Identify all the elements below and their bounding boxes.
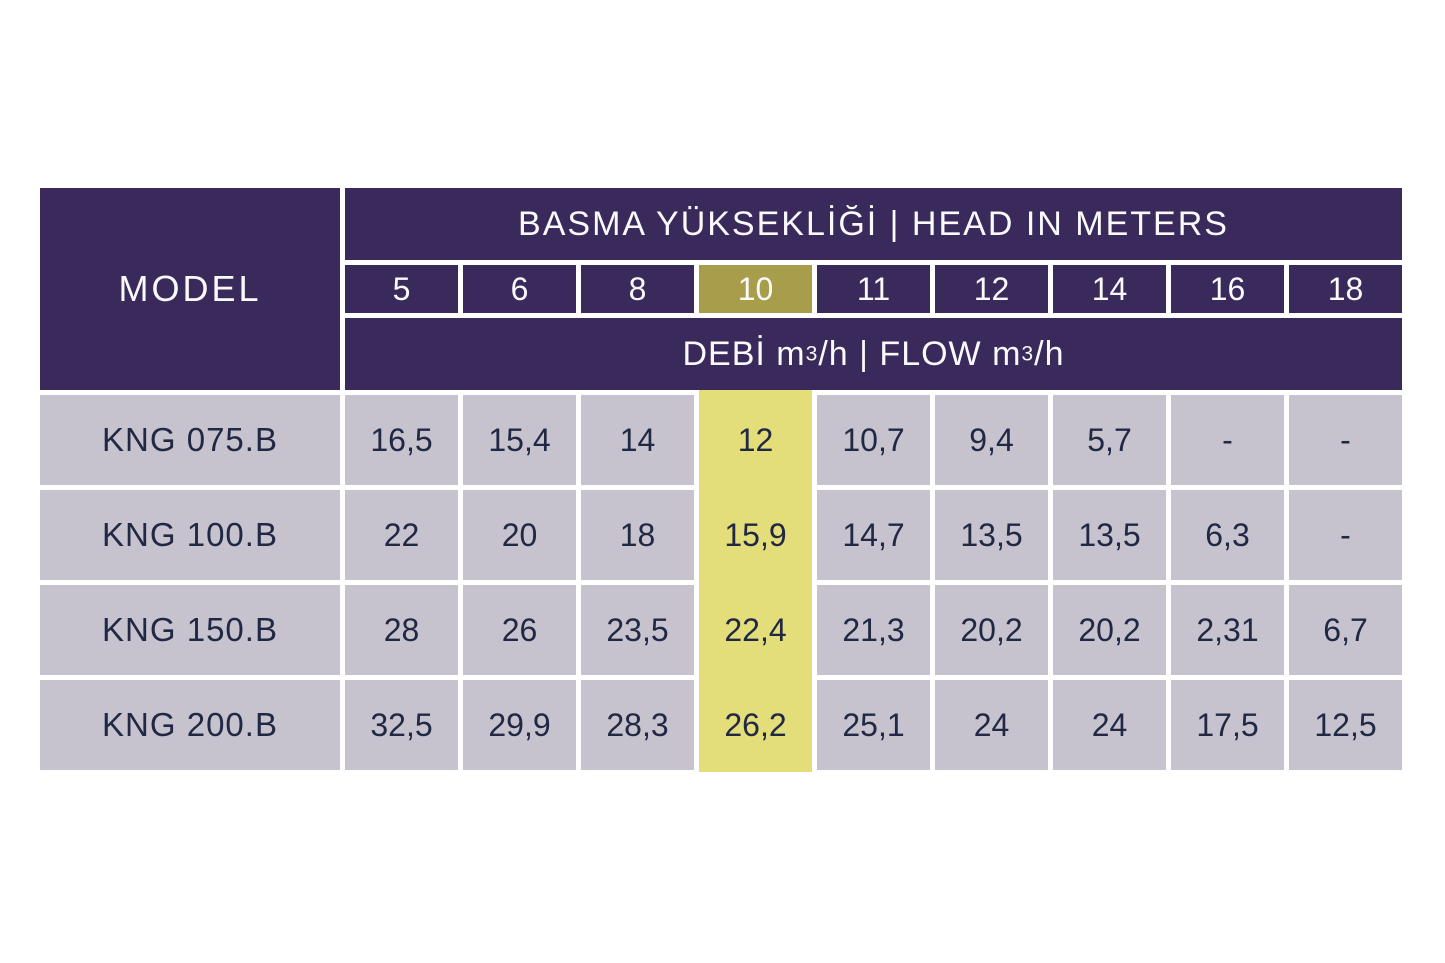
table-row: KNG 150.B 28 26 23,5 22,4 21,3 20,2 20,2 2,31 6,7: [40, 585, 1403, 675]
highlight-column-band: [699, 390, 812, 772]
value-cell: -: [1171, 395, 1284, 485]
value-cell: 21,3: [817, 585, 930, 675]
pump-spec-table: MODEL BASMA YÜKSEKLİĞİ | HEAD IN METERS …: [35, 183, 1407, 775]
value-cell: 26: [463, 585, 576, 675]
head-col-14: 14: [1053, 265, 1166, 313]
cubic-exponent: 3: [805, 341, 819, 365]
value-cell: 20: [463, 490, 576, 580]
value-cell: 12: [737, 421, 774, 458]
cubic-exponent: 3: [1021, 341, 1035, 365]
flow-title: DEBİ m3/h | FLOW m3/h: [345, 318, 1403, 390]
head-col-16: 16: [1171, 265, 1284, 313]
value-cell: 32,5: [345, 680, 458, 770]
value-cell: 14: [581, 395, 694, 485]
model-column-header: MODEL: [40, 188, 340, 390]
value-cell: 10,7: [817, 395, 930, 485]
value-cell: 24: [935, 680, 1048, 770]
value-cell: 16,5: [345, 395, 458, 485]
header-title-row: MODEL BASMA YÜKSEKLİĞİ | HEAD IN METERS: [40, 188, 1403, 390]
value-cell: 14,7: [817, 490, 930, 580]
flow-title-row: DEBİ m3/h | FLOW m3/h: [40, 318, 1403, 390]
head-col-6: 6: [463, 265, 576, 313]
flow-title-text: /h: [1034, 334, 1065, 373]
head-col-10: 10: [699, 265, 812, 313]
value-cell: 26,2: [724, 706, 787, 743]
value-cell: 6,7: [1289, 585, 1403, 675]
head-col-11: 11: [817, 265, 930, 313]
head-in-meters-title: BASMA YÜKSEKLİĞİ | HEAD IN METERS: [345, 188, 1403, 260]
value-cell: 9,4: [935, 395, 1048, 485]
head-col-8: 8: [581, 265, 694, 313]
value-cell: 18: [581, 490, 694, 580]
value-cell: 15,4: [463, 395, 576, 485]
model-name: KNG 075.B: [40, 395, 340, 485]
table-row: KNG 100.B 22 20 18 15,9 14,7 13,5 13,5 6,3-: [40, 490, 1403, 580]
value-cell: 12,5: [1289, 680, 1403, 770]
model-name: KNG 200.B: [40, 680, 340, 770]
head-col-12: 12: [935, 265, 1048, 313]
value-cell: 15,9: [724, 516, 787, 553]
value-cell: 28,3: [581, 680, 694, 770]
value-cell: 6,3: [1171, 490, 1284, 580]
value-cell: 23,5: [581, 585, 694, 675]
value-cell: -: [1289, 490, 1403, 580]
value-cell: 20,2: [935, 585, 1048, 675]
value-cell: 28: [345, 585, 458, 675]
head-col-18: 18: [1289, 265, 1403, 313]
head-col-5: 5: [345, 265, 458, 313]
value-cell: 29,9: [463, 680, 576, 770]
value-cell: 24: [1053, 680, 1166, 770]
table-row: KNG 075.B 16,5 15,4 14 12 10,7 9,4 5,7- -: [40, 395, 1403, 485]
value-cell: 25,1: [817, 680, 930, 770]
model-name: KNG 100.B: [40, 490, 340, 580]
model-name: KNG 150.B: [40, 585, 340, 675]
flow-title-text: /h | FLOW m: [818, 334, 1022, 373]
value-cell: 22: [345, 490, 458, 580]
value-cell: 2,31: [1171, 585, 1284, 675]
value-cell: 13,5: [1053, 490, 1166, 580]
head-values-row: 5 6 8 10 11 12 14 16 18: [40, 265, 1403, 313]
value-cell: 20,2: [1053, 585, 1166, 675]
value-cell: 13,5: [935, 490, 1048, 580]
value-cell: 22,4: [724, 611, 787, 648]
value-cell: 5,7: [1053, 395, 1166, 485]
pump-performance-table: MODEL BASMA YÜKSEKLİĞİ | HEAD IN METERS …: [35, 183, 1407, 777]
flow-title-text: DEBİ m: [682, 334, 806, 373]
value-cell: -: [1289, 395, 1403, 485]
value-cell: 17,5: [1171, 680, 1284, 770]
table-row: KNG 200.B 32,5 29,9 28,3 26,2 25,1 24 24 17,5 12,…: [40, 680, 1403, 770]
table-body: KNG 075.B 16,5 15,4 14 12 10,7 9,4 5,7- - KNG 100…: [40, 395, 1403, 770]
